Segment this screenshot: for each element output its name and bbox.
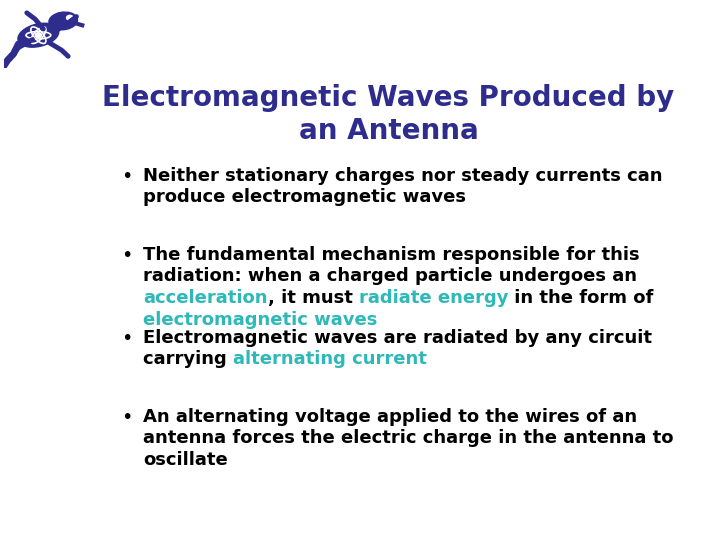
Text: carrying: carrying	[143, 350, 233, 368]
Text: electromagnetic waves: electromagnetic waves	[143, 310, 377, 328]
Text: •: •	[121, 329, 132, 348]
Text: in the form of: in the form of	[508, 289, 654, 307]
Text: radiation: when a charged particle undergoes an: radiation: when a charged particle under…	[143, 267, 637, 285]
Text: antenna forces the electric charge in the antenna to: antenna forces the electric charge in th…	[143, 429, 673, 448]
Text: Neither stationary charges nor steady currents can: Neither stationary charges nor steady cu…	[143, 167, 662, 185]
Text: produce electromagnetic waves: produce electromagnetic waves	[143, 188, 466, 206]
Text: oscillate: oscillate	[143, 451, 228, 469]
Text: , it must: , it must	[268, 289, 359, 307]
Text: •: •	[121, 167, 132, 186]
Ellipse shape	[18, 23, 59, 47]
Text: •: •	[121, 408, 132, 427]
Circle shape	[35, 33, 42, 38]
Text: An alternating voltage applied to the wires of an: An alternating voltage applied to the wi…	[143, 408, 637, 426]
Ellipse shape	[49, 12, 78, 30]
Text: Electromagnetic Waves Produced by
an Antenna: Electromagnetic Waves Produced by an Ant…	[102, 84, 675, 145]
Circle shape	[66, 15, 73, 21]
Text: alternating current: alternating current	[233, 350, 427, 368]
Text: •: •	[121, 246, 132, 265]
Text: acceleration: acceleration	[143, 289, 268, 307]
Text: The fundamental mechanism responsible for this: The fundamental mechanism responsible fo…	[143, 246, 639, 264]
Text: radiate energy: radiate energy	[359, 289, 508, 307]
Text: Electromagnetic waves are radiated by any circuit: Electromagnetic waves are radiated by an…	[143, 329, 652, 347]
